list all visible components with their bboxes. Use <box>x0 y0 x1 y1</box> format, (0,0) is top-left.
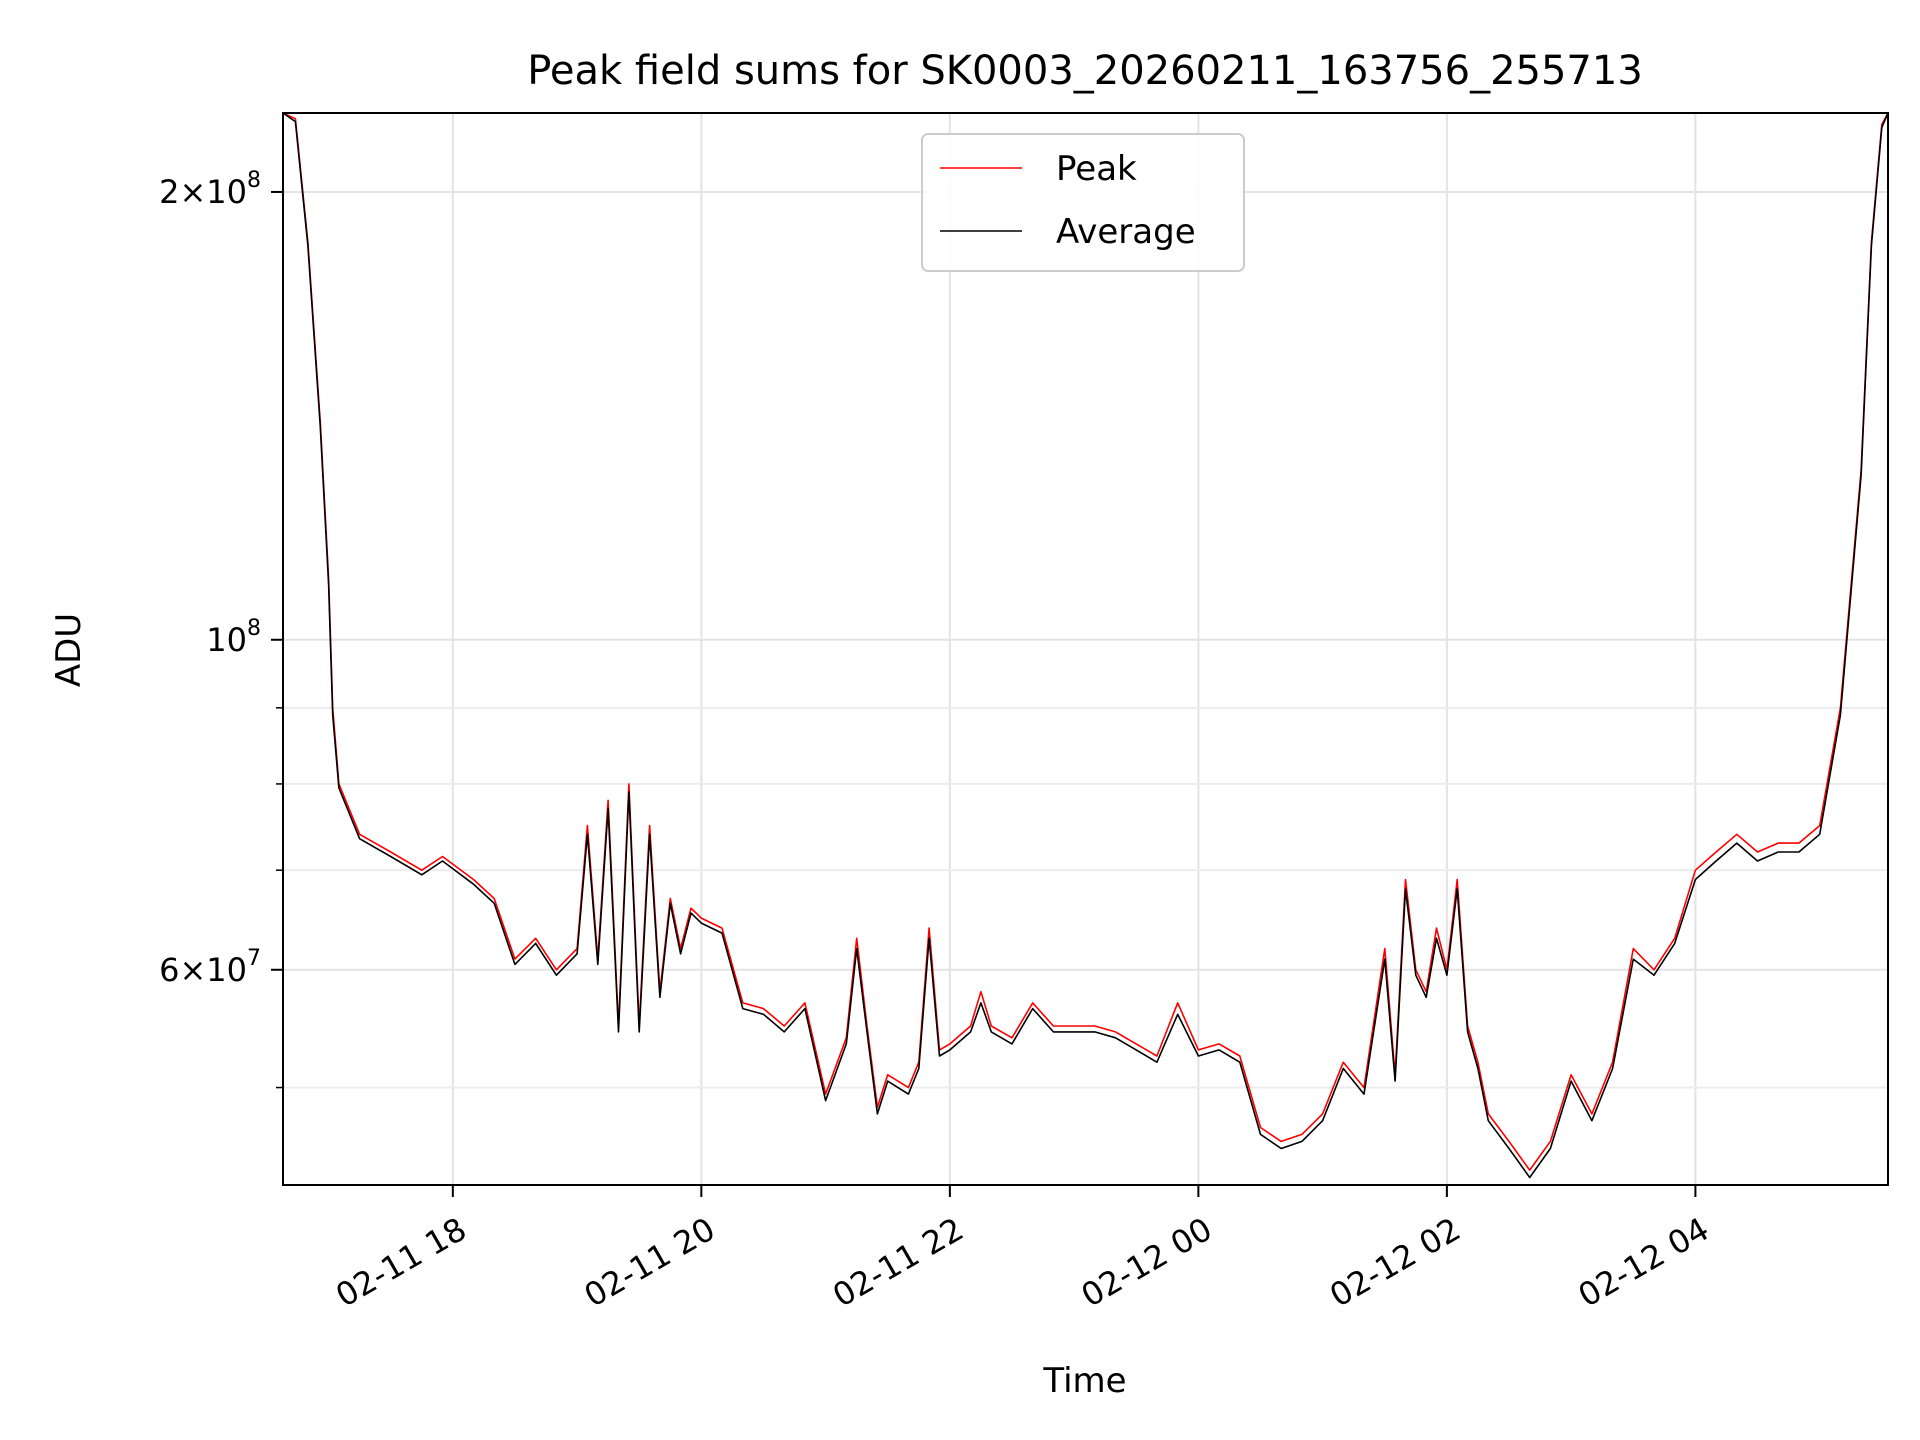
legend: Peak Average <box>921 133 1245 272</box>
plot-frame <box>282 112 1889 1186</box>
legend-entry: Average <box>1056 212 1196 252</box>
legend-entry: Peak <box>1056 149 1137 189</box>
x-axis-label: Time <box>1042 1361 1126 1401</box>
y-tick-label: 6×107 <box>159 946 261 989</box>
series-line-average <box>282 112 1889 1179</box>
grid <box>283 113 1888 1185</box>
y-axis-label: ADU <box>49 613 89 687</box>
y-axis: 2×108 108 6×107 <box>159 168 283 1089</box>
y-tick-label: 108 <box>206 616 261 659</box>
y-tick-label: 2×108 <box>159 168 261 211</box>
chart-title: Peak field sums for SK0003_20260211_1637… <box>527 48 1643 94</box>
series-layer <box>282 112 1889 1179</box>
